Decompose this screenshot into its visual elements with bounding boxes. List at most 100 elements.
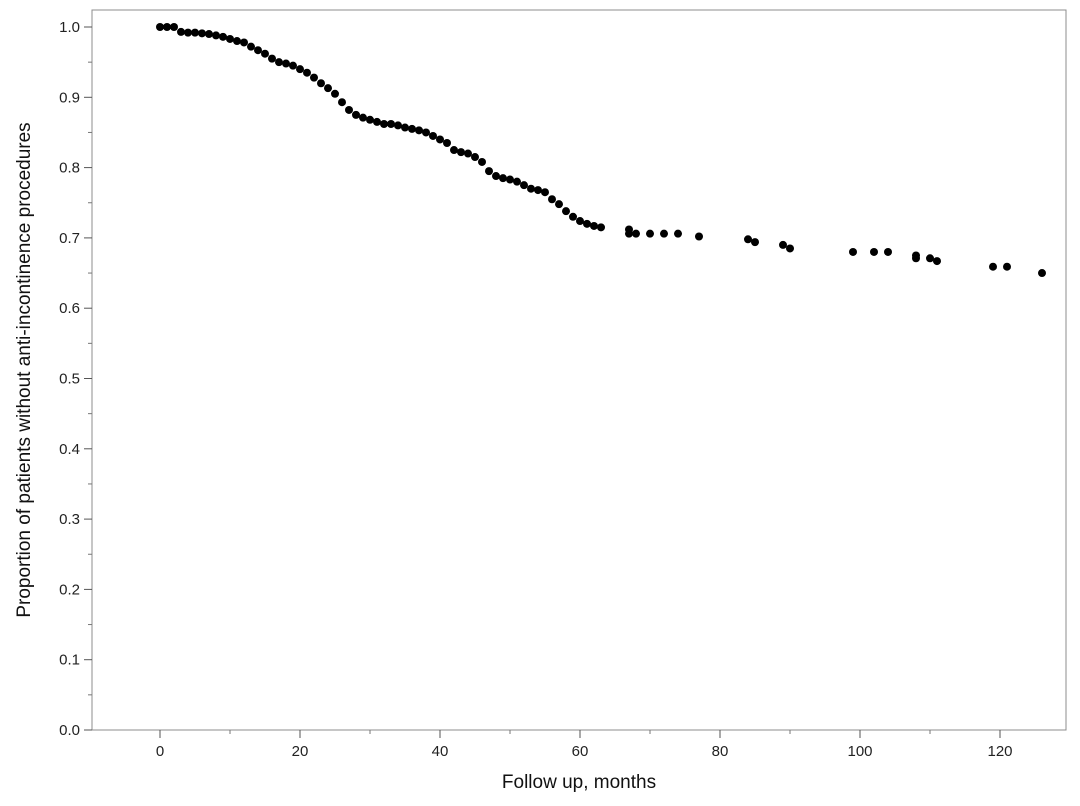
data-point [254,46,262,55]
data-point [324,84,332,93]
data-point [499,174,507,183]
x-axis-title: Follow up, months [502,772,656,793]
data-point [590,221,598,230]
data-point [884,247,892,256]
data-point [471,153,479,162]
data-point [443,138,451,147]
y-tick-label: 0.8 [59,160,80,177]
y-tick-label: 0.3 [59,511,80,528]
data-point [527,184,535,193]
data-point [380,120,388,129]
data-point [359,113,367,122]
x-tick-label: 120 [987,743,1012,760]
data-point [583,219,591,228]
data-point [303,68,311,77]
data-point [870,247,878,256]
x-tick-label: 80 [712,743,729,760]
y-tick-label: 0.5 [59,371,80,388]
data-point [744,235,752,244]
data-point [1003,262,1011,271]
data-point [156,23,164,31]
y-tick-label: 1.0 [59,19,80,36]
data-point [408,124,416,133]
y-axis: 0.0 0.1 0.2 0.3 0.4 0.5 0.6 0.7 0.8 0.9 1.0 [59,19,92,739]
data-point [268,54,276,63]
y-tick-label: 0.4 [59,441,80,458]
data-point [660,229,668,238]
x-tick-label: 60 [572,743,589,760]
plot-frame [91,9,1067,731]
data-points [156,23,1046,278]
data-point [352,110,360,119]
data-point [247,42,255,51]
y-tick-label: 0.1 [59,652,80,669]
y-tick-label: 0.2 [59,581,80,598]
data-point [387,120,395,129]
y-tick-label: 0.0 [59,722,80,739]
data-point [912,254,920,263]
data-point [226,34,234,43]
data-point [345,105,353,114]
x-axis: 0 20 40 60 80 100 120 [156,730,1013,760]
data-point [422,128,430,137]
data-point [576,217,584,226]
data-point [170,23,178,31]
data-point [569,212,577,221]
data-point [555,200,563,209]
data-point [401,123,409,132]
data-point [289,61,297,70]
data-point [436,135,444,144]
data-point [492,172,500,181]
data-point [485,167,493,176]
data-point [310,73,318,82]
data-point [751,238,759,247]
data-point [261,49,269,58]
data-point [429,131,437,140]
data-point [506,175,514,184]
data-point [450,146,458,155]
data-point [184,28,192,37]
x-tick-label: 20 [292,743,309,760]
data-point [513,177,521,186]
data-point [275,58,283,67]
x-tick-label: 0 [156,743,164,760]
data-point [394,121,402,130]
data-point [282,59,290,68]
data-point [296,65,304,74]
data-point [989,262,997,271]
data-point [548,195,556,204]
data-point [317,79,325,88]
data-point [674,229,682,238]
data-point [366,115,374,124]
data-point [177,27,185,36]
data-point [520,181,528,190]
y-tick-label: 0.9 [59,89,80,106]
data-point [338,98,346,107]
data-point [597,223,605,232]
data-point [331,89,339,98]
y-axis-title: Proportion of patients without anti-inco… [14,122,35,617]
data-point [205,30,213,39]
data-point [933,257,941,266]
data-point [625,229,633,238]
data-point [219,32,227,41]
data-point [464,149,472,158]
data-point [1038,269,1046,278]
data-point [779,240,787,249]
data-point [786,244,794,253]
data-point [212,31,220,40]
data-point [926,254,934,263]
data-point [695,232,703,241]
data-point [562,207,570,216]
data-point [457,148,465,157]
data-point [534,186,542,195]
data-point [191,28,199,37]
y-tick-label: 0.6 [59,300,80,317]
data-point [198,29,206,38]
x-tick-label: 100 [847,743,872,760]
y-tick-label: 0.7 [59,230,80,247]
data-point [632,229,640,238]
data-point [233,37,241,46]
data-point [373,117,381,126]
